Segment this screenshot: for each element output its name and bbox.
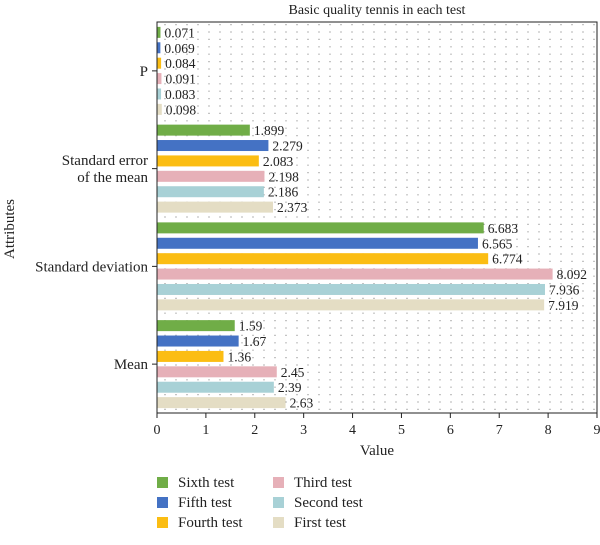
legend-label: Fifth test <box>178 495 233 511</box>
bar <box>157 222 484 233</box>
data-label: 0.084 <box>165 56 196 71</box>
data-label: 1.36 <box>227 349 251 364</box>
bar <box>157 27 160 38</box>
bar <box>157 351 223 362</box>
x-tick-label: 9 <box>594 423 600 438</box>
bar <box>157 186 264 197</box>
bar <box>157 171 264 182</box>
legend-swatch <box>157 477 168 488</box>
legend-label: Third test <box>294 475 353 491</box>
y-tick-label: Standard error <box>62 153 148 169</box>
bar <box>157 73 161 84</box>
data-label: 6.565 <box>482 236 513 251</box>
bar <box>157 320 235 331</box>
data-label: 2.198 <box>268 169 299 184</box>
legend-swatch <box>273 497 284 508</box>
data-label: 0.083 <box>165 87 196 102</box>
bar <box>157 269 553 280</box>
data-label: 2.083 <box>263 154 294 169</box>
bar <box>157 155 259 166</box>
bar <box>157 284 545 295</box>
y-tick-label: of the mean <box>77 170 148 186</box>
data-label: 1.67 <box>243 334 267 349</box>
legend-label: Sixth test <box>178 475 235 491</box>
data-label: 0.098 <box>166 102 197 117</box>
x-tick-label: 0 <box>154 423 161 438</box>
bar <box>157 366 277 377</box>
y-tick-label: Standard deviation <box>35 259 148 275</box>
data-label: 2.45 <box>281 365 305 380</box>
bar <box>157 253 488 264</box>
legend-label: Fourth test <box>178 515 243 531</box>
x-tick-label: 2 <box>251 423 258 438</box>
x-tick-label: 4 <box>349 423 356 438</box>
bar <box>157 238 478 249</box>
bar <box>157 299 544 310</box>
legend-swatch <box>273 517 284 528</box>
bar <box>157 382 274 393</box>
y-axis-label: Attributes <box>2 199 18 259</box>
legend-swatch <box>157 497 168 508</box>
data-label: 1.59 <box>239 319 263 334</box>
legend-label: First test <box>294 515 347 531</box>
data-label: 0.091 <box>165 72 195 87</box>
y-tick-label: Mean <box>114 357 149 373</box>
bar <box>157 58 161 69</box>
data-label: 8.092 <box>557 267 587 282</box>
bar <box>157 104 162 115</box>
chart-title: Basic quality tennis in each test <box>289 3 466 18</box>
bar <box>157 88 161 99</box>
data-label: 0.071 <box>164 25 194 40</box>
bar <box>157 397 286 408</box>
data-label: 7.936 <box>549 282 580 297</box>
legend-swatch <box>273 477 284 488</box>
bar <box>157 140 268 151</box>
x-tick-label: 5 <box>398 423 405 438</box>
data-label: 2.39 <box>278 380 302 395</box>
data-label: 2.63 <box>290 396 314 411</box>
x-tick-label: 7 <box>496 423 503 438</box>
legend-label: Second test <box>294 495 364 511</box>
data-label: 6.774 <box>492 252 523 267</box>
x-tick-label: 8 <box>545 423 552 438</box>
data-label: 2.373 <box>277 200 308 215</box>
bar <box>157 202 273 213</box>
x-tick-label: 1 <box>202 423 209 438</box>
data-label: 6.683 <box>488 221 519 236</box>
data-label: 2.186 <box>268 185 299 200</box>
data-label: 2.279 <box>272 139 303 154</box>
legend: Sixth test Third test Fifth test Second tes… <box>157 475 364 531</box>
x-axis-label: Value <box>360 443 394 459</box>
x-tick-label: 3 <box>300 423 307 438</box>
bar <box>157 125 250 136</box>
y-tick-label: P <box>140 64 148 80</box>
data-label: 0.069 <box>164 41 195 56</box>
legend-swatch <box>157 517 168 528</box>
data-label: 7.919 <box>548 298 579 313</box>
x-tick-label: 6 <box>447 423 454 438</box>
bar <box>157 336 239 347</box>
bars <box>157 27 553 408</box>
data-label: 1.899 <box>254 123 285 138</box>
bar <box>157 42 160 53</box>
